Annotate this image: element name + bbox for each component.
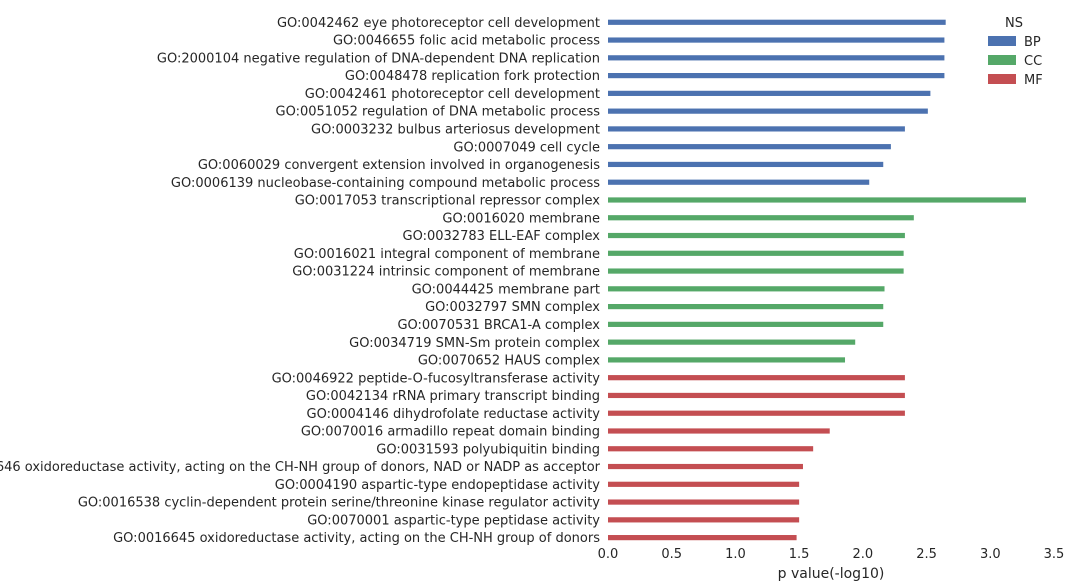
x-tick-label: 3.5 xyxy=(1044,547,1065,562)
bar xyxy=(608,392,905,399)
bar xyxy=(608,19,946,25)
x-tick-label: 2.0 xyxy=(853,547,874,562)
bar xyxy=(608,304,884,310)
category-label: GO:0003232 bulbus arteriosus development xyxy=(311,123,600,138)
x-tick-label: 0.5 xyxy=(661,547,682,562)
bar xyxy=(608,179,870,185)
bar xyxy=(608,232,905,239)
x-tick-label: 1.0 xyxy=(725,547,746,562)
legend-swatch xyxy=(988,74,1016,84)
legend-label: CC xyxy=(1024,54,1042,69)
category-label: GO:0070001 aspartic-type peptidase activ… xyxy=(307,513,600,528)
bar xyxy=(608,197,1026,203)
x-tick-label: 2.5 xyxy=(916,547,937,562)
category-label: GO:0034719 SMN-Sm protein complex xyxy=(349,336,600,351)
category-label: GO:0042462 eye photoreceptor cell develo… xyxy=(277,16,600,31)
bar xyxy=(608,215,914,221)
bar xyxy=(608,126,905,132)
bars xyxy=(608,19,1026,541)
x-tick-label: 0.0 xyxy=(598,547,619,562)
bar xyxy=(608,250,904,256)
bar xyxy=(608,446,814,452)
category-label: GO:0070652 HAUS complex xyxy=(418,354,600,369)
bar xyxy=(608,55,945,61)
category-label: GO:0070531 BRCA1-A complex xyxy=(397,318,600,333)
legend: NS BP CC MF xyxy=(988,16,1043,88)
bar xyxy=(608,357,846,363)
bar xyxy=(608,321,884,327)
bar xyxy=(608,73,945,79)
bar xyxy=(608,108,928,114)
bar xyxy=(608,463,803,470)
category-label: GO:0031593 polyubiquitin binding xyxy=(376,442,600,457)
bar xyxy=(608,161,884,168)
category-labels: GO:0042462 eye photoreceptor cell develo… xyxy=(0,16,601,546)
legend-swatch xyxy=(988,55,1016,65)
category-label: GO:0016021 integral component of membran… xyxy=(294,247,600,262)
category-label: GO:0044425 membrane part xyxy=(412,282,600,297)
legend-label: MF xyxy=(1024,73,1043,88)
bar xyxy=(608,517,800,523)
category-label: GO:0016646 oxidoreductase activity, acti… xyxy=(0,460,601,475)
bar xyxy=(608,339,856,345)
category-label: GO:0016020 membrane xyxy=(442,211,600,226)
category-label: GO:0032783 ELL-EAF complex xyxy=(403,229,601,244)
bar xyxy=(608,268,904,274)
bar xyxy=(608,535,797,541)
bar xyxy=(608,481,800,487)
bar xyxy=(608,499,800,505)
legend-title: NS xyxy=(1005,16,1023,31)
bar xyxy=(608,286,885,292)
category-label: GO:0016538 cyclin-dependent protein seri… xyxy=(78,496,600,511)
x-axis-label: p value(-log10) xyxy=(778,566,885,582)
category-label: GO:0060029 convergent extension involved… xyxy=(198,158,600,173)
x-tick-label: 1.5 xyxy=(789,547,810,562)
category-label: GO:0048478 replication fork protection xyxy=(345,69,600,84)
bar xyxy=(608,428,830,434)
category-label: GO:2000104 negative regulation of DNA-de… xyxy=(157,51,600,66)
category-label: GO:0051052 regulation of DNA metabolic p… xyxy=(276,105,601,120)
category-label: GO:0031224 intrinsic component of membra… xyxy=(292,265,600,280)
legend-swatch xyxy=(988,36,1016,46)
category-label: GO:0016645 oxidoreductase activity, acti… xyxy=(113,531,600,546)
category-label: GO:0004146 dihydrofolate reductase activ… xyxy=(307,407,601,422)
category-label: GO:0046922 peptide-O-fucosyltransferase … xyxy=(272,371,601,386)
category-label: GO:0004190 aspartic-type endopeptidase a… xyxy=(275,478,601,493)
category-label: GO:0046655 folic acid metabolic process xyxy=(333,34,600,49)
category-label: GO:0017053 transcriptional repressor com… xyxy=(295,194,601,209)
category-label: GO:0032797 SMN complex xyxy=(425,300,600,315)
x-axis-ticks: 0.0 0.5 1.0 1.5 2.0 2.5 3.0 3.5 xyxy=(598,547,1065,562)
bar xyxy=(608,90,931,96)
category-label: GO:0007049 cell cycle xyxy=(453,140,600,155)
category-label: GO:0070016 armadillo repeat domain bindi… xyxy=(301,425,600,440)
category-label: GO:0006139 nucleobase-containing compoun… xyxy=(171,176,600,191)
legend-label: BP xyxy=(1024,35,1041,50)
category-label: GO:0042134 rRNA primary transcript bindi… xyxy=(306,389,600,404)
bar xyxy=(608,375,905,381)
bar xyxy=(608,410,905,416)
category-label: GO:0042461 photoreceptor cell developmen… xyxy=(305,87,600,102)
bar xyxy=(608,144,891,150)
bar xyxy=(608,37,945,43)
x-tick-label: 3.0 xyxy=(980,547,1001,562)
